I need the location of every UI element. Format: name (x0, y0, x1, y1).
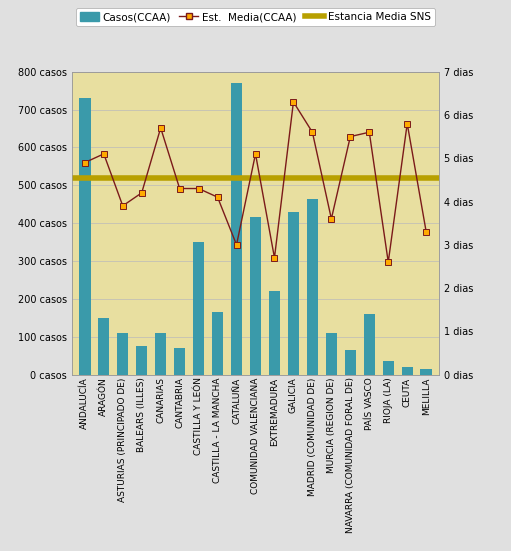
Bar (117, 333, 128, 375)
Bar (193, 242, 204, 375)
Bar (98, 318, 109, 375)
Bar (364, 314, 375, 375)
Bar (288, 212, 299, 375)
Bar (421, 369, 432, 375)
Bar (326, 333, 337, 375)
Bar (79, 98, 90, 375)
Bar (231, 83, 242, 375)
Bar (212, 312, 223, 375)
Bar (136, 346, 147, 375)
Bar (402, 367, 413, 375)
Bar (383, 361, 394, 375)
Bar (344, 350, 356, 375)
Bar (174, 348, 185, 375)
Bar (250, 218, 261, 375)
Bar (155, 333, 167, 375)
Bar (269, 291, 280, 375)
Legend: Casos(CCAA), Est.  Media(CCAA), Estancia Media SNS: Casos(CCAA), Est. Media(CCAA), Estancia … (76, 8, 435, 26)
Bar (307, 198, 318, 375)
